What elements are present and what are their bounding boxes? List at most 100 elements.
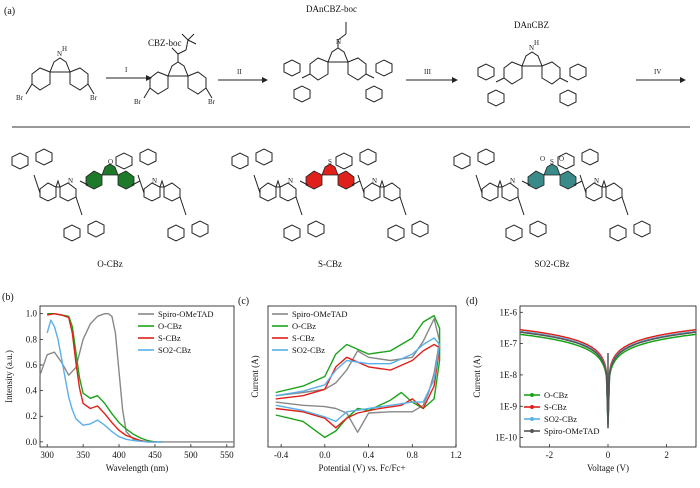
legend-entry: S-CBz [544, 402, 567, 412]
x-tick-label: 450 [148, 450, 162, 460]
core-ring-left [305, 170, 323, 190]
dancbz-boc-label: DAnCBZ-boc [306, 4, 357, 14]
svg-text:Br: Br [134, 98, 142, 106]
svg-text:N: N [57, 50, 62, 58]
step-arrow-2: II [218, 68, 268, 83]
y-tick-label: 1.0 [26, 309, 38, 319]
svg-text:IV: IV [654, 68, 661, 76]
step-arrow-4: IV [636, 68, 686, 83]
legend-marker [530, 393, 534, 397]
y-axis-label: Intensity (a.u.) [4, 350, 14, 403]
dancbz-structure: N H [477, 39, 587, 107]
series-line-s-cbz [47, 313, 155, 443]
product-molecule-o-cbz: O N N O-CBz [11, 148, 209, 269]
x-tick-label: 350 [76, 450, 90, 460]
x-tick-label: 0 [606, 450, 611, 460]
series-line-so2-cbz [275, 337, 441, 423]
series-line-so2-cbz [46, 319, 163, 443]
dibromocarbazole-structure: N H Br Br [16, 45, 98, 102]
svg-text:III: III [424, 68, 432, 76]
x-axis-label: Wavelength (nm) [106, 463, 169, 473]
legend-entry: O-CBz [292, 321, 316, 331]
dancbz-boc-structure: N [283, 22, 393, 103]
core-ring-left [527, 170, 545, 190]
x-axis-label: Potential (V) vs. Fc/Fc+ [318, 463, 405, 473]
x-tick-label: 0.4 [363, 450, 375, 460]
y-tick-label: 0.4 [26, 386, 38, 396]
y-tick-label: 0.2 [26, 411, 37, 421]
x-tick-label: -0.4 [274, 450, 289, 460]
svg-text:N: N [336, 38, 341, 46]
panel-b-label: (b) [2, 292, 14, 303]
nitrogen-label: N [372, 177, 377, 185]
x-tick-label: 500 [184, 450, 198, 460]
y-tick-label: 0.6 [26, 360, 38, 370]
x-tick-label: 2 [664, 450, 669, 460]
x-tick-label: 0.8 [407, 450, 419, 460]
carbazole-arm-left: N [231, 148, 325, 242]
legend-marker [530, 429, 534, 433]
svg-text:H: H [534, 39, 539, 47]
x-tick-label: 1.2 [450, 450, 461, 460]
y-tick-label: 1E-10 [495, 433, 517, 443]
svg-text:H: H [62, 45, 67, 53]
nitrogen-label: N [152, 177, 157, 185]
panel-a-label: (a) [4, 6, 15, 17]
sulfone-oxygen-label: O [540, 155, 545, 163]
legend-entry: Spiro-OMeTAD [292, 309, 348, 319]
y-tick-label: 1E-7 [500, 339, 518, 349]
chart-iv-curves: -2 0 2 1E-10 1E-9 1E-8 1E-7 1E-6 Voltage (V) Curr… [472, 305, 697, 473]
series-line-spiro-ometad [275, 318, 441, 433]
y-tick-label: 1E-6 [500, 307, 518, 317]
heteroatom-label: O [108, 158, 113, 166]
legend-entry: SO2-CBz [544, 414, 577, 424]
series-line-spiro-ometad [39, 313, 234, 443]
panel-d-label: (d) [466, 296, 478, 307]
carbazole-arm-left: N [11, 148, 105, 242]
legend-entry: S-CBz [158, 333, 181, 343]
svg-text:Br: Br [16, 94, 24, 102]
svg-text:N: N [529, 44, 534, 52]
nitrogen-label: N [288, 177, 293, 185]
x-tick-label: 400 [112, 450, 126, 460]
legend-marker [530, 417, 534, 421]
panel-c-label: (c) [238, 296, 249, 307]
cbz-boc-label: CBZ-boc [148, 38, 182, 48]
carbazole-arm-right: N [115, 148, 209, 242]
product-label-so2-cbz: SO2-CBz [534, 259, 569, 269]
plot-frame [39, 305, 235, 448]
legend-marker [530, 405, 534, 409]
y-tick-label: 1E-9 [500, 401, 518, 411]
legend-entry: Spiro-OMeTAD [544, 426, 600, 436]
svg-text:Br: Br [208, 98, 216, 106]
legend-entry: SO2-CBz [292, 345, 325, 355]
heteroatom-label: S [328, 158, 332, 166]
svg-text:Br: Br [90, 94, 98, 102]
x-axis-label: Voltage (V) [587, 463, 629, 473]
core-ring-center [101, 163, 119, 176]
y-tick-label: 0.0 [26, 437, 38, 447]
x-tick-label: 300 [40, 450, 54, 460]
x-tick-label: 550 [220, 450, 234, 460]
series-line-s-cbz [275, 343, 441, 429]
nitrogen-label: N [68, 177, 73, 185]
series-line-o-cbz [47, 313, 163, 443]
nitrogen-label: N [510, 177, 515, 185]
legend-entry: SO2-CBz [158, 345, 191, 355]
legend-entry: Spiro-OMeTAD [158, 309, 214, 319]
y-axis-label: Current (A) [250, 355, 260, 397]
plot-frame [267, 305, 457, 448]
nitrogen-label: N [594, 177, 599, 185]
y-axis-label: Current (A) [472, 355, 482, 397]
product-label-o-cbz: O-CBz [97, 259, 123, 269]
product-label-s-cbz: S-CBz [318, 259, 342, 269]
carbazole-arm-right: N [335, 148, 429, 242]
product-molecule-so2-cbz: SO O N N SO2-CBz [453, 148, 651, 269]
core-ring-left [85, 170, 103, 190]
step-arrow-3: III [406, 68, 458, 83]
legend-entry: S-CBz [292, 333, 315, 343]
y-tick-label: 1E-8 [500, 370, 518, 380]
carbazole-arm-left: N [453, 148, 547, 242]
